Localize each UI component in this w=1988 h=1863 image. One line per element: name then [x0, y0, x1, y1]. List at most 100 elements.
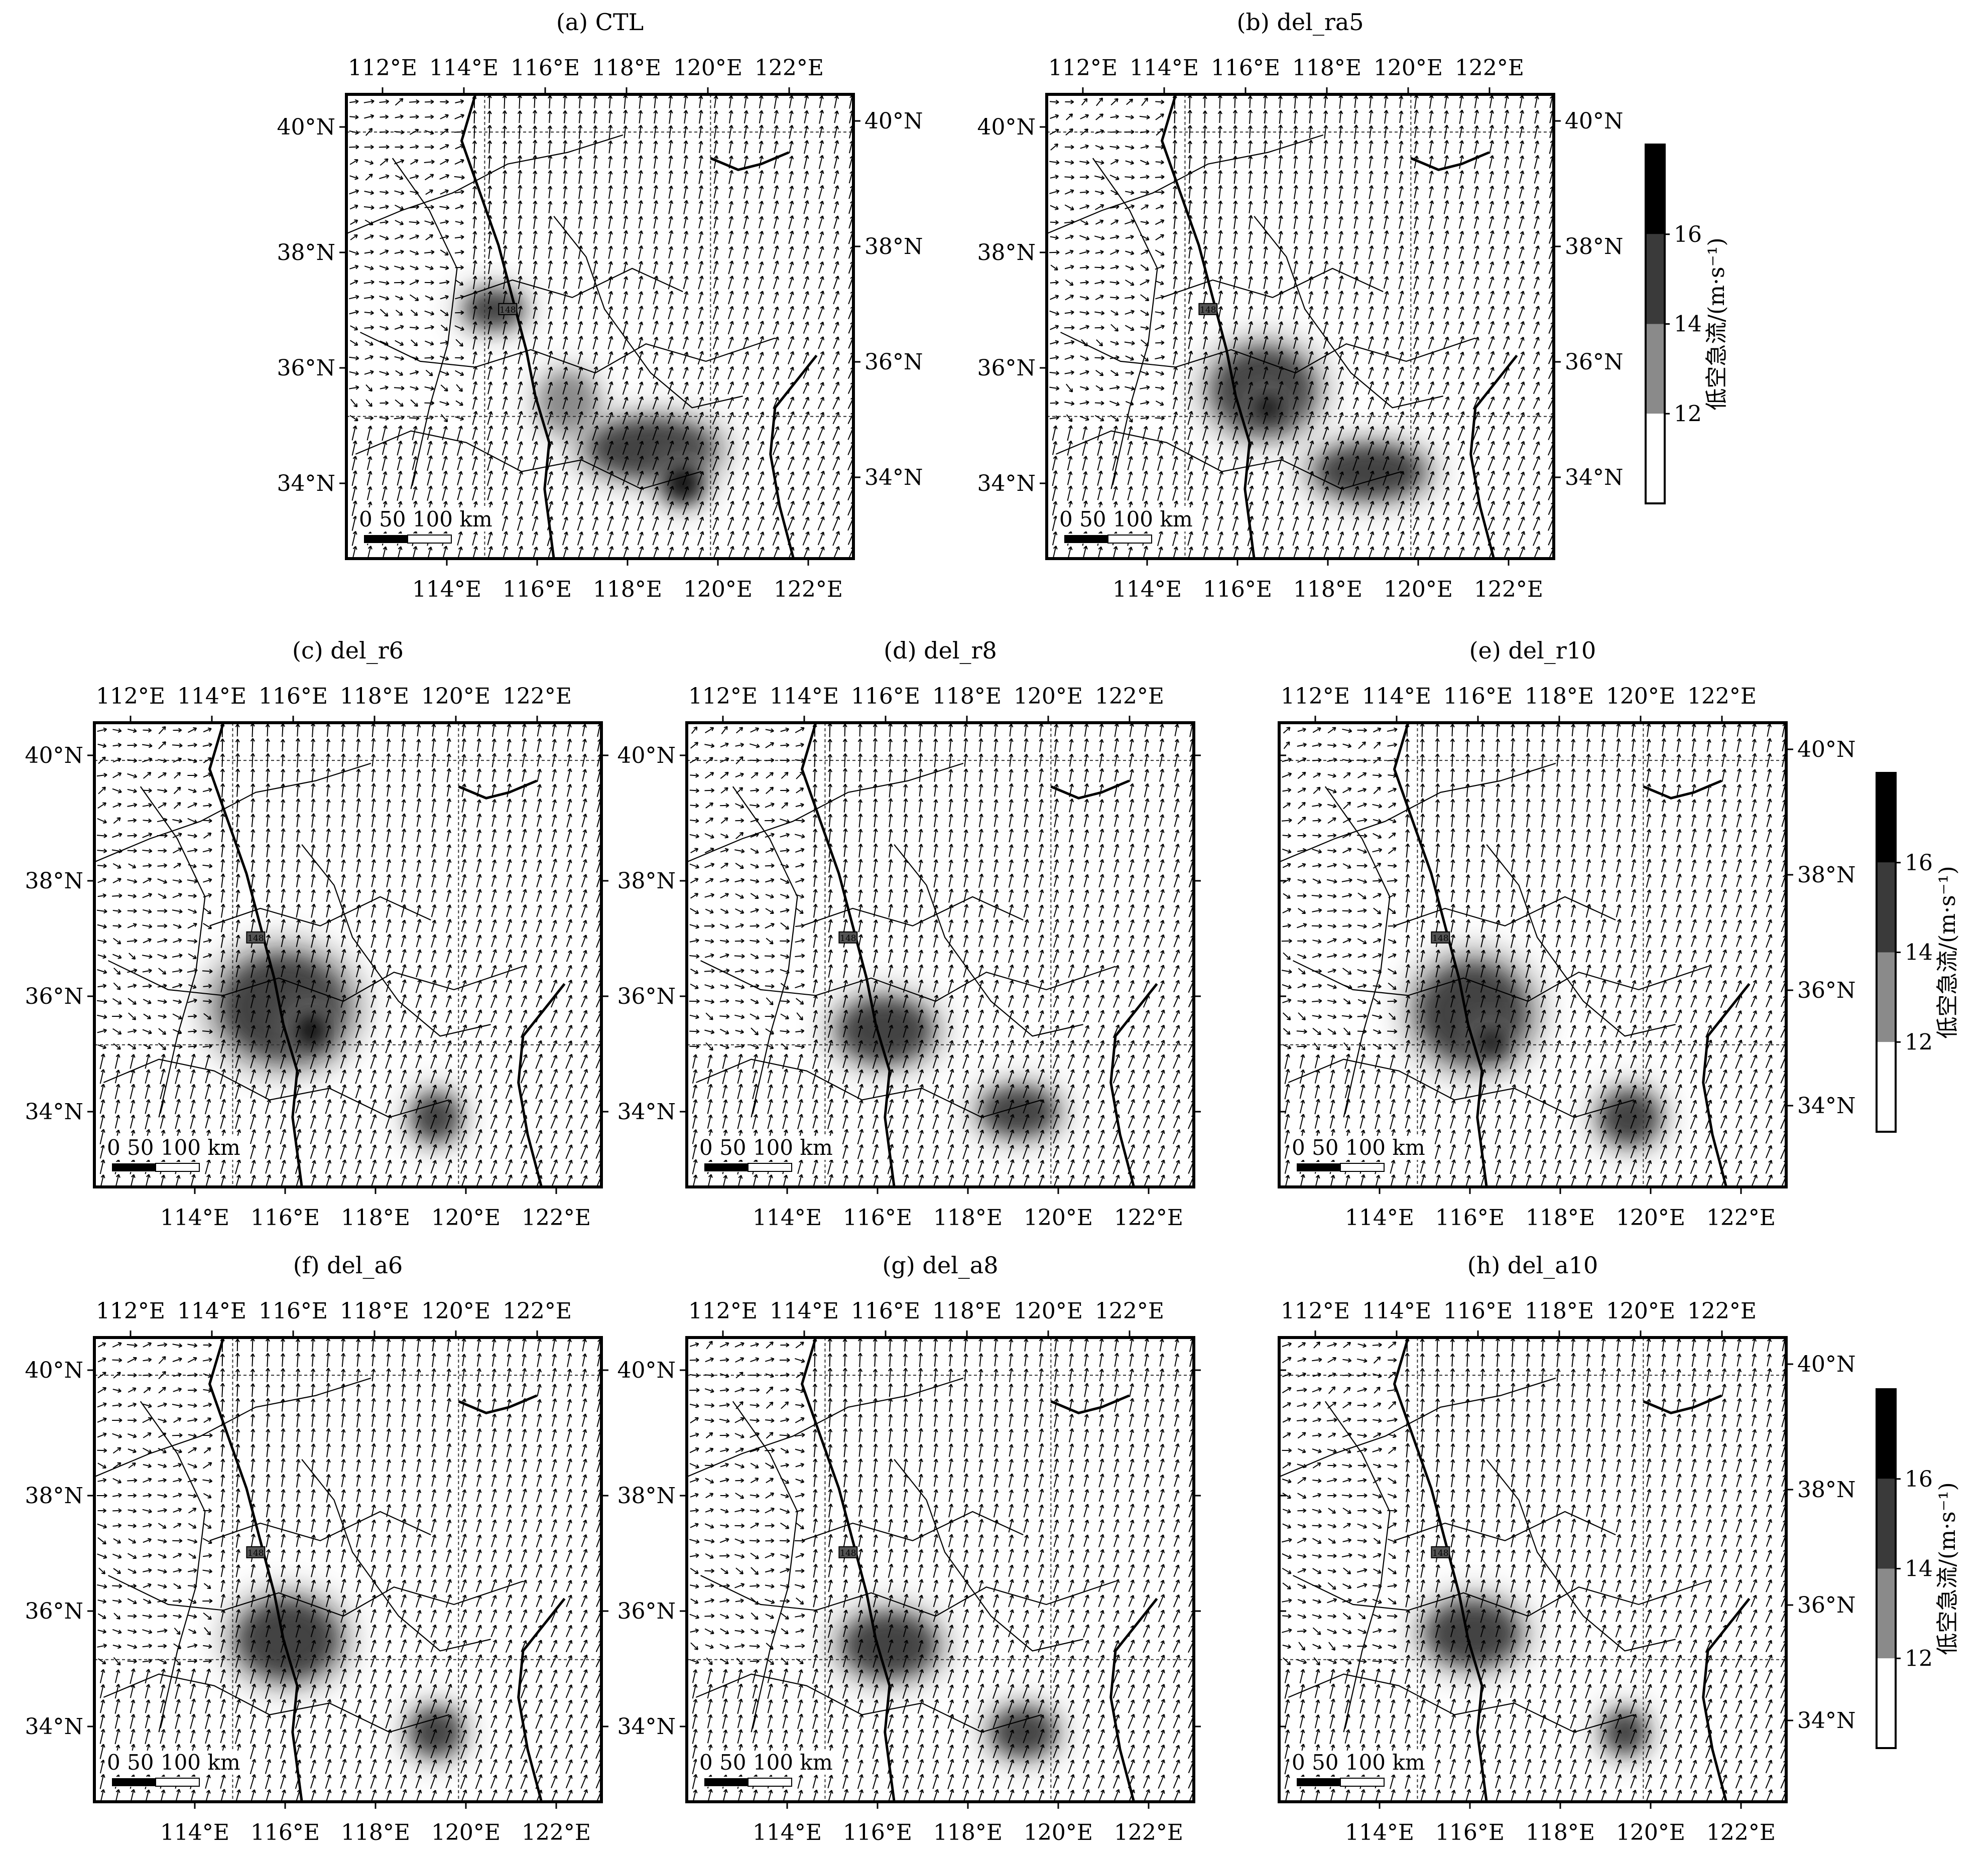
right-lat-tick-label: 34°N	[1797, 1708, 1856, 1734]
left-lat-tick-label: 38°N	[617, 868, 676, 894]
left-lat-tick-label: 34°N	[977, 471, 1036, 496]
jet-shade	[1258, 398, 1278, 418]
bottom-lon-tick-label: 118°E	[593, 577, 662, 602]
jet-shading	[826, 990, 1067, 1142]
wind-vectors	[1281, 723, 1786, 1187]
bottom-lon-tick-label: 118°E	[341, 1820, 410, 1845]
right-lat-tick-label: 38°N	[1565, 234, 1624, 259]
panel-title: (h) del_a10	[1467, 1252, 1598, 1279]
bottom-lon-tick-label: 116°E	[503, 577, 572, 602]
left-lat-tick-label: 36°N	[617, 984, 676, 1009]
colorbar-label: 低空急流/(m·s⁻¹)	[1935, 1482, 1960, 1655]
left-lat-tick-label: 40°N	[617, 1358, 676, 1383]
left-lat-tick-label: 38°N	[277, 240, 336, 265]
wind-vectors	[96, 723, 601, 1187]
bottom-lon-tick-label: 120°E	[1024, 1205, 1093, 1231]
top-lon-tick-label: 122°E	[755, 55, 824, 81]
bottom-lon-tick-label: 120°E	[1616, 1820, 1685, 1845]
map-frame	[1278, 1336, 1788, 1803]
bottom-lon-tick-label: 122°E	[522, 1820, 591, 1845]
map-panel: 148 0 50 100 km (h) del_a10 112°E 114°E 116°E…	[1278, 1252, 1856, 1845]
bottom-lon-tick-label: 120°E	[431, 1820, 501, 1845]
colorbar-segment	[1877, 952, 1896, 1042]
top-lon-tick-label: 120°E	[1374, 55, 1443, 81]
top-lon-tick-label: 116°E	[1443, 1298, 1513, 1324]
top-lon-tick-label: 116°E	[259, 684, 328, 709]
bottom-lon-tick-label: 116°E	[251, 1820, 320, 1845]
colorbar-tick-label: 16	[1674, 222, 1702, 247]
bottom-lon-tick-label: 116°E	[251, 1205, 320, 1231]
jet-shade	[412, 1710, 459, 1755]
top-lon-tick-label: 122°E	[1455, 55, 1524, 81]
right-lat-tick-label: 38°N	[1797, 862, 1856, 888]
colorbar-tick-label: 14	[1674, 312, 1702, 337]
top-lon-tick-label: 122°E	[1095, 1298, 1164, 1324]
jet-shade	[466, 292, 522, 327]
colorbar-segment	[1877, 1568, 1896, 1659]
top-lon-tick-label: 120°E	[1014, 684, 1083, 709]
bottom-lon-tick-label: 116°E	[1203, 577, 1272, 602]
left-lat-tick-label: 38°N	[977, 240, 1036, 265]
map-panel: 148 0 50 100 km (a) CTL 112°E 114°E 116°E 118°…	[277, 9, 923, 602]
graticule	[94, 1338, 601, 1802]
top-lon-tick-label: 118°E	[592, 55, 661, 81]
wind-vectors	[349, 94, 853, 559]
top-lon-tick-label: 116°E	[1211, 55, 1280, 81]
scale-bar: 0 50 100 km	[697, 1135, 835, 1172]
road-marker-label: 148	[247, 1548, 264, 1558]
colorbar-segment	[1646, 145, 1665, 234]
left-lat-tick-label: 34°N	[277, 471, 336, 496]
colorbar-tick-label: 12	[1905, 1646, 1933, 1671]
top-lon-tick-label: 114°E	[177, 1298, 246, 1324]
top-lon-tick-label: 120°E	[1606, 1298, 1675, 1324]
top-lon-tick-label: 114°E	[770, 1298, 839, 1324]
scale-bar: 0 50 100 km	[1289, 1135, 1427, 1172]
bottom-lon-tick-label: 120°E	[1384, 577, 1453, 602]
map-panel: 148 0 50 100 km (g) del_a8 112°E 114°E 116°E 1…	[617, 1252, 1201, 1845]
bottom-lon-tick-label: 114°E	[412, 577, 481, 602]
left-lat-tick-label: 36°N	[617, 1599, 676, 1624]
map-frame	[685, 721, 1195, 1188]
road-marker-label: 148	[500, 305, 516, 315]
right-lat-tick-label: 34°N	[864, 465, 923, 490]
scale-bar-label: 0 50 100 km	[699, 1135, 833, 1160]
top-lon-tick-label: 118°E	[1525, 1298, 1594, 1324]
bottom-lon-tick-label: 114°E	[1345, 1205, 1414, 1231]
jet-shade	[1318, 447, 1421, 496]
bottom-lon-tick-label: 116°E	[843, 1205, 912, 1231]
colorbar-tick-label: 14	[1905, 940, 1933, 966]
scale-bar: 0 50 100 km	[1057, 507, 1195, 544]
bottom-lon-tick-label: 122°E	[774, 577, 843, 602]
scale-bar-label: 0 50 100 km	[1059, 507, 1193, 531]
left-lat-tick-label: 34°N	[25, 1714, 84, 1740]
top-lon-tick-label: 114°E	[770, 684, 839, 709]
jet-shade	[240, 1602, 335, 1676]
road-marker	[498, 303, 518, 315]
bottom-lon-tick-label: 122°E	[1114, 1820, 1183, 1845]
left-lat-tick-label: 38°N	[25, 1483, 84, 1509]
left-lat-tick-label: 36°N	[25, 984, 84, 1009]
right-lat-tick-label: 34°N	[1797, 1093, 1856, 1119]
top-lon-tick-label: 118°E	[1292, 55, 1361, 81]
boundaries	[687, 762, 1116, 1118]
left-lat-tick-label: 34°N	[617, 1714, 676, 1740]
scale-bar-label: 0 50 100 km	[107, 1750, 240, 1775]
colorbar-tick-label: 16	[1905, 1467, 1933, 1492]
road-marker	[838, 931, 858, 944]
road-marker-label: 148	[1200, 305, 1216, 315]
left-lat-tick-label: 36°N	[977, 355, 1036, 381]
top-lon-tick-label: 120°E	[673, 55, 742, 81]
top-lon-tick-label: 112°E	[688, 684, 758, 709]
right-lat-tick-label: 36°N	[1797, 1592, 1856, 1618]
colorbar-segment	[1646, 324, 1665, 414]
top-lon-tick-label: 116°E	[259, 1298, 328, 1324]
scale-bar-label: 0 50 100 km	[359, 507, 492, 531]
left-lat-tick-label: 38°N	[25, 868, 84, 894]
top-lon-tick-label: 122°E	[1687, 684, 1757, 709]
road-marker	[1431, 931, 1450, 944]
top-lon-tick-label: 114°E	[177, 684, 246, 709]
bottom-lon-tick-label: 114°E	[160, 1820, 229, 1845]
top-lon-tick-label: 114°E	[1362, 684, 1431, 709]
